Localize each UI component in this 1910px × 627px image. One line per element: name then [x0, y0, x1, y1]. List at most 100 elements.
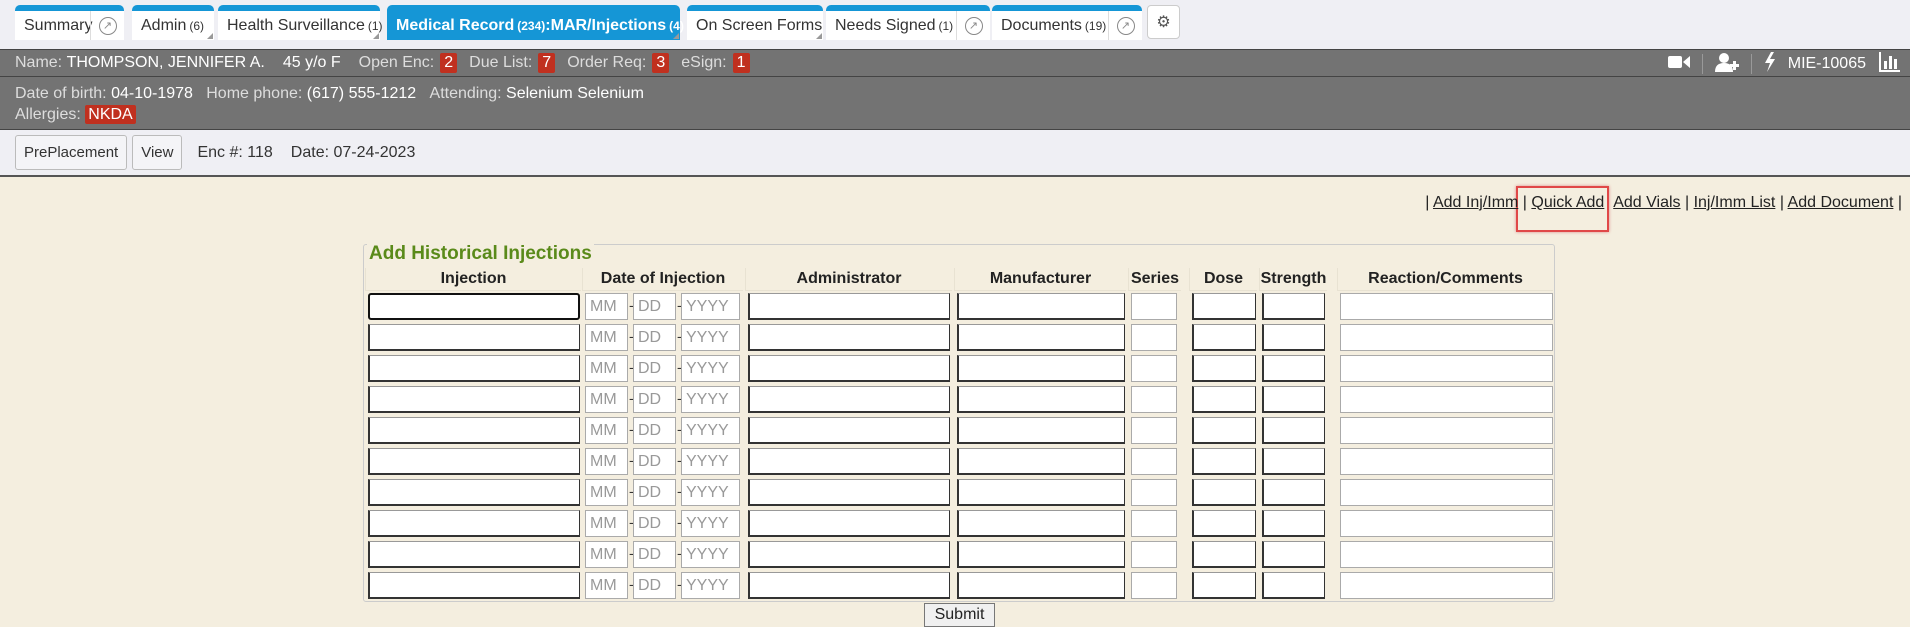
administrator-input[interactable]	[748, 448, 950, 475]
tab-summary[interactable]: Summary ↗	[15, 5, 124, 40]
injection-input[interactable]	[368, 293, 580, 320]
day-input[interactable]: DD	[633, 572, 676, 599]
tab-admin[interactable]: Admin (6)	[132, 5, 214, 40]
injection-input[interactable]	[368, 479, 580, 506]
add-user-icon[interactable]	[1714, 52, 1739, 77]
manufacturer-input[interactable]	[957, 541, 1125, 568]
dose-input[interactable]	[1192, 355, 1256, 382]
series-input[interactable]	[1131, 417, 1177, 444]
reaction-comments-input[interactable]	[1340, 479, 1553, 506]
manufacturer-input[interactable]	[957, 448, 1125, 475]
year-input[interactable]: YYYY	[681, 541, 740, 568]
esign-badge[interactable]: 1	[732, 53, 750, 73]
month-input[interactable]: MM	[585, 417, 628, 444]
administrator-input[interactable]	[748, 541, 950, 568]
injection-input[interactable]	[368, 541, 580, 568]
injection-input[interactable]	[368, 386, 580, 413]
quick-add-link[interactable]: Quick Add	[1531, 194, 1605, 211]
reaction-comments-input[interactable]	[1340, 324, 1553, 351]
tab-needs-signed[interactable]: Needs Signed (1) ↗	[826, 5, 990, 40]
day-input[interactable]: DD	[633, 386, 676, 413]
popout-button[interactable]: ↗	[956, 11, 990, 40]
injection-input[interactable]	[368, 324, 580, 351]
administrator-input[interactable]	[748, 510, 950, 537]
order-req-badge[interactable]: 3	[652, 53, 670, 73]
administrator-input[interactable]	[748, 386, 950, 413]
administrator-input[interactable]	[748, 293, 950, 320]
year-input[interactable]: YYYY	[681, 479, 740, 506]
manufacturer-input[interactable]	[957, 479, 1125, 506]
series-input[interactable]	[1131, 324, 1177, 351]
administrator-input[interactable]	[748, 572, 950, 599]
day-input[interactable]: DD	[633, 479, 676, 506]
dose-input[interactable]	[1192, 572, 1256, 599]
year-input[interactable]: YYYY	[681, 386, 740, 413]
video-icon[interactable]	[1667, 54, 1690, 75]
series-input[interactable]	[1131, 479, 1177, 506]
manufacturer-input[interactable]	[957, 386, 1125, 413]
dose-input[interactable]	[1192, 417, 1256, 444]
day-input[interactable]: DD	[633, 448, 676, 475]
day-input[interactable]: DD	[633, 293, 676, 320]
dose-input[interactable]	[1192, 541, 1256, 568]
dropdown-corner-icon[interactable]	[816, 33, 822, 39]
strength-input[interactable]	[1262, 417, 1325, 444]
day-input[interactable]: DD	[633, 510, 676, 537]
chart-icon[interactable]	[1878, 51, 1900, 77]
day-input[interactable]: DD	[633, 355, 676, 382]
strength-input[interactable]	[1262, 448, 1325, 475]
injection-input[interactable]	[368, 448, 580, 475]
inj-imm-list-link[interactable]: Inj/Imm List	[1693, 194, 1776, 211]
injection-input[interactable]	[368, 417, 580, 444]
year-input[interactable]: YYYY	[681, 572, 740, 599]
open-enc-badge[interactable]: 2	[440, 53, 458, 73]
manufacturer-input[interactable]	[957, 355, 1125, 382]
tab-health-surveillance[interactable]: Health Surveillance (1)	[218, 5, 383, 40]
strength-input[interactable]	[1262, 386, 1325, 413]
dose-input[interactable]	[1192, 293, 1256, 320]
dose-input[interactable]	[1192, 510, 1256, 537]
strength-input[interactable]	[1262, 293, 1325, 320]
month-input[interactable]: MM	[585, 355, 628, 382]
strength-input[interactable]	[1262, 541, 1325, 568]
reaction-comments-input[interactable]	[1340, 355, 1553, 382]
month-input[interactable]: MM	[585, 324, 628, 351]
popout-button[interactable]: ↗	[1108, 11, 1142, 40]
reaction-comments-input[interactable]	[1340, 510, 1553, 537]
month-input[interactable]: MM	[585, 572, 628, 599]
administrator-input[interactable]	[748, 355, 950, 382]
injection-input[interactable]	[368, 510, 580, 537]
due-list-badge[interactable]: 7	[538, 53, 556, 73]
reaction-comments-input[interactable]	[1340, 417, 1553, 444]
dropdown-corner-icon[interactable]	[673, 33, 679, 39]
year-input[interactable]: YYYY	[681, 510, 740, 537]
year-input[interactable]: YYYY	[681, 355, 740, 382]
strength-input[interactable]	[1262, 510, 1325, 537]
manufacturer-input[interactable]	[957, 324, 1125, 351]
reaction-comments-input[interactable]	[1340, 293, 1553, 320]
month-input[interactable]: MM	[585, 386, 628, 413]
dose-input[interactable]	[1192, 448, 1256, 475]
add-inj-imm-link[interactable]: Add Inj/Imm	[1432, 194, 1519, 211]
manufacturer-input[interactable]	[957, 510, 1125, 537]
preplacement-button[interactable]: PrePlacement	[15, 135, 128, 170]
series-input[interactable]	[1131, 510, 1177, 537]
administrator-input[interactable]	[748, 479, 950, 506]
month-input[interactable]: MM	[585, 541, 628, 568]
strength-input[interactable]	[1262, 355, 1325, 382]
view-button[interactable]: View	[132, 135, 183, 170]
year-input[interactable]: YYYY	[681, 417, 740, 444]
popout-button[interactable]: ↗	[90, 11, 124, 40]
submit-button[interactable]: Submit	[924, 603, 995, 627]
dose-input[interactable]	[1192, 324, 1256, 351]
reaction-comments-input[interactable]	[1340, 386, 1553, 413]
injection-input[interactable]	[368, 355, 580, 382]
add-vials-link[interactable]: Add Vials	[1613, 194, 1681, 211]
month-input[interactable]: MM	[585, 510, 628, 537]
lightning-icon[interactable]	[1764, 51, 1776, 77]
reaction-comments-input[interactable]	[1340, 448, 1553, 475]
month-input[interactable]: MM	[585, 448, 628, 475]
series-input[interactable]	[1131, 293, 1177, 320]
strength-input[interactable]	[1262, 479, 1325, 506]
dropdown-corner-icon[interactable]	[373, 33, 379, 39]
